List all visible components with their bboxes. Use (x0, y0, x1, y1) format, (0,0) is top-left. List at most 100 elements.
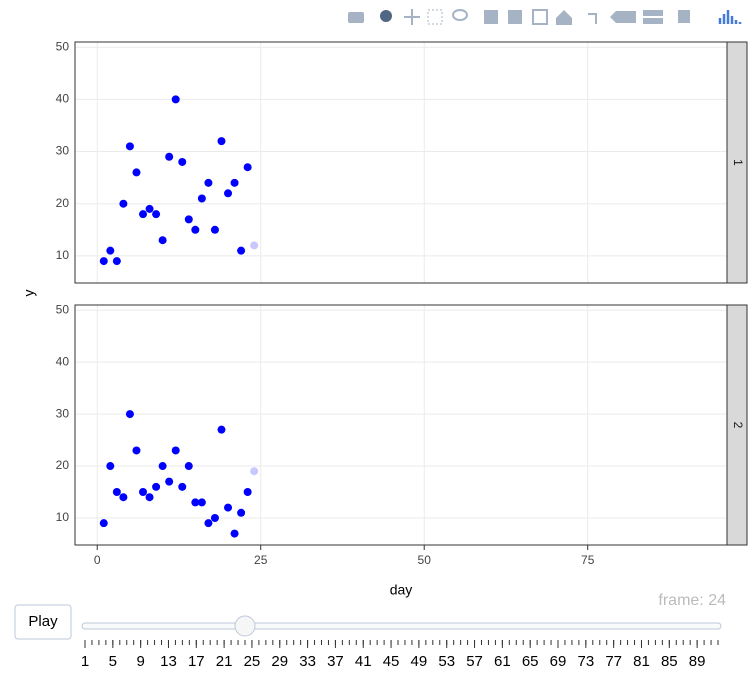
point[interactable] (106, 462, 115, 471)
point[interactable] (191, 225, 200, 234)
slider-tick-label[interactable]: 57 (466, 653, 483, 670)
point[interactable] (152, 210, 161, 219)
point[interactable] (165, 152, 174, 161)
point[interactable] (171, 446, 180, 455)
slider-tick-label[interactable]: 49 (411, 653, 428, 670)
slider-tick-label[interactable]: 77 (605, 653, 622, 670)
point[interactable] (237, 508, 246, 517)
point[interactable] (224, 503, 233, 512)
box-select-icon[interactable] (427, 9, 443, 25)
point[interactable] (112, 488, 121, 497)
slider-tick-label[interactable]: 53 (438, 653, 455, 670)
y-tick-label: 20 (56, 458, 70, 472)
point[interactable] (250, 467, 259, 476)
point[interactable] (184, 215, 193, 224)
point[interactable] (125, 142, 134, 151)
point[interactable] (139, 210, 148, 219)
slider-tick-label[interactable]: 13 (160, 653, 177, 670)
point[interactable] (197, 194, 206, 203)
point[interactable] (158, 236, 167, 245)
zoom-out-icon[interactable] (508, 10, 522, 24)
slider-tick-label[interactable]: 29 (271, 653, 288, 670)
point[interactable] (132, 168, 141, 177)
slider-tick-label[interactable]: 37 (327, 653, 344, 670)
point[interactable] (230, 178, 239, 187)
slider-tick-label[interactable]: 9 (136, 653, 144, 670)
slider-tick-label[interactable]: 69 (550, 653, 567, 670)
point[interactable] (119, 199, 128, 208)
point[interactable] (145, 204, 154, 213)
toolbar[interactable] (348, 9, 742, 25)
strip (726, 41, 748, 284)
point[interactable] (224, 189, 233, 198)
point[interactable] (125, 410, 134, 419)
slider-tick-label[interactable]: 5 (109, 653, 117, 670)
camera-icon[interactable] (348, 12, 364, 23)
play-button-label[interactable]: Play (28, 613, 58, 630)
point[interactable] (217, 137, 226, 146)
slider-tick-label[interactable]: 17 (188, 653, 205, 670)
strip-label: 1 (731, 159, 745, 166)
slider-tick-label[interactable]: 89 (689, 653, 706, 670)
slider-tick-label[interactable]: 73 (577, 653, 594, 670)
slider-track[interactable] (81, 622, 722, 630)
point[interactable] (106, 246, 115, 255)
y-tick-label: 20 (56, 196, 70, 210)
spike-icon[interactable] (588, 13, 597, 24)
slider-tick-label[interactable]: 85 (661, 653, 678, 670)
slider-tick-label[interactable]: 65 (522, 653, 539, 670)
point[interactable] (152, 482, 161, 491)
slider-tick-label[interactable]: 81 (633, 653, 650, 670)
point[interactable] (250, 241, 259, 250)
slider-handle[interactable] (234, 615, 256, 637)
point[interactable] (191, 498, 200, 507)
zoom-in-icon[interactable] (484, 10, 498, 24)
point[interactable] (210, 225, 219, 234)
slider-tick-label[interactable]: 1 (81, 653, 89, 670)
point[interactable] (184, 462, 193, 471)
hover-compare-icon[interactable] (643, 10, 663, 16)
zoom-icon[interactable] (380, 10, 392, 22)
point[interactable] (237, 246, 246, 255)
point[interactable] (171, 95, 180, 104)
slider-tick-label[interactable]: 45 (383, 653, 400, 670)
y-tick-label: 10 (56, 248, 70, 262)
point[interactable] (243, 163, 252, 172)
point[interactable] (178, 482, 187, 491)
point[interactable] (217, 425, 226, 434)
plotly-logo[interactable] (718, 10, 742, 24)
point[interactable] (204, 519, 213, 528)
current-frame-label: frame: 24 (658, 592, 726, 609)
slider-tick-label[interactable]: 61 (494, 653, 511, 670)
hover-compare-icon-b[interactable] (643, 18, 663, 24)
point[interactable] (178, 157, 187, 166)
slider-tick-label[interactable]: 33 (299, 653, 316, 670)
point[interactable] (99, 519, 108, 528)
autoscale-icon[interactable] (532, 9, 548, 25)
slider-tick-label[interactable]: 25 (244, 653, 261, 670)
slider-tick-label[interactable]: 21 (216, 653, 233, 670)
point[interactable] (204, 178, 213, 187)
play-button[interactable] (14, 604, 72, 640)
hover-closest-icon[interactable] (610, 11, 636, 23)
point[interactable] (132, 446, 141, 455)
docs-icon[interactable] (678, 10, 690, 23)
point[interactable] (165, 477, 174, 486)
point[interactable] (210, 513, 219, 522)
point[interactable] (99, 257, 108, 266)
point[interactable] (145, 493, 154, 502)
lasso-icon[interactable] (452, 9, 468, 21)
point[interactable] (139, 488, 148, 497)
pan-icon[interactable] (404, 9, 420, 25)
home-icon[interactable] (556, 10, 572, 25)
slider-tick-label[interactable]: 41 (355, 653, 372, 670)
point[interactable] (119, 493, 128, 502)
point[interactable] (112, 257, 121, 266)
strip (726, 304, 748, 546)
y-tick-label: 30 (56, 144, 70, 158)
point[interactable] (197, 498, 206, 507)
point[interactable] (158, 462, 167, 471)
point[interactable] (230, 529, 239, 538)
point[interactable] (243, 488, 252, 497)
